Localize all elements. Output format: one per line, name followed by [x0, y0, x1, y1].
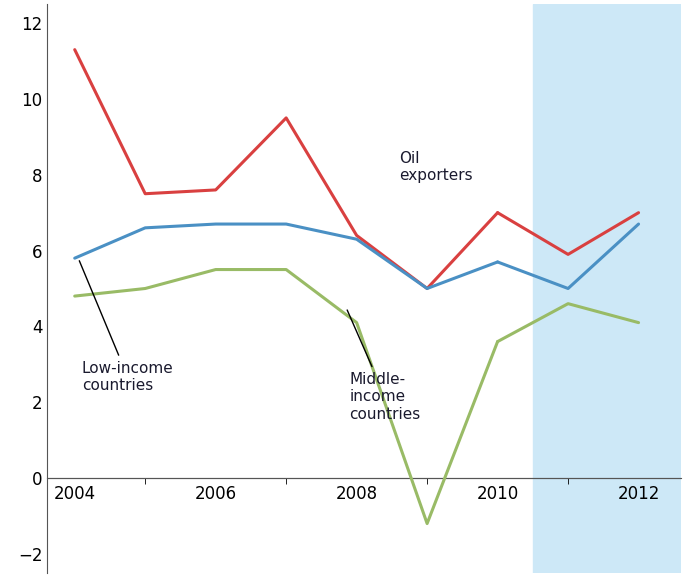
Text: Low-income
countries: Low-income countries — [79, 261, 173, 393]
Bar — [533, 4, 681, 573]
Text: Oil
exporters: Oil exporters — [399, 151, 473, 183]
Text: Middle-
income
countries: Middle- income countries — [347, 310, 421, 422]
